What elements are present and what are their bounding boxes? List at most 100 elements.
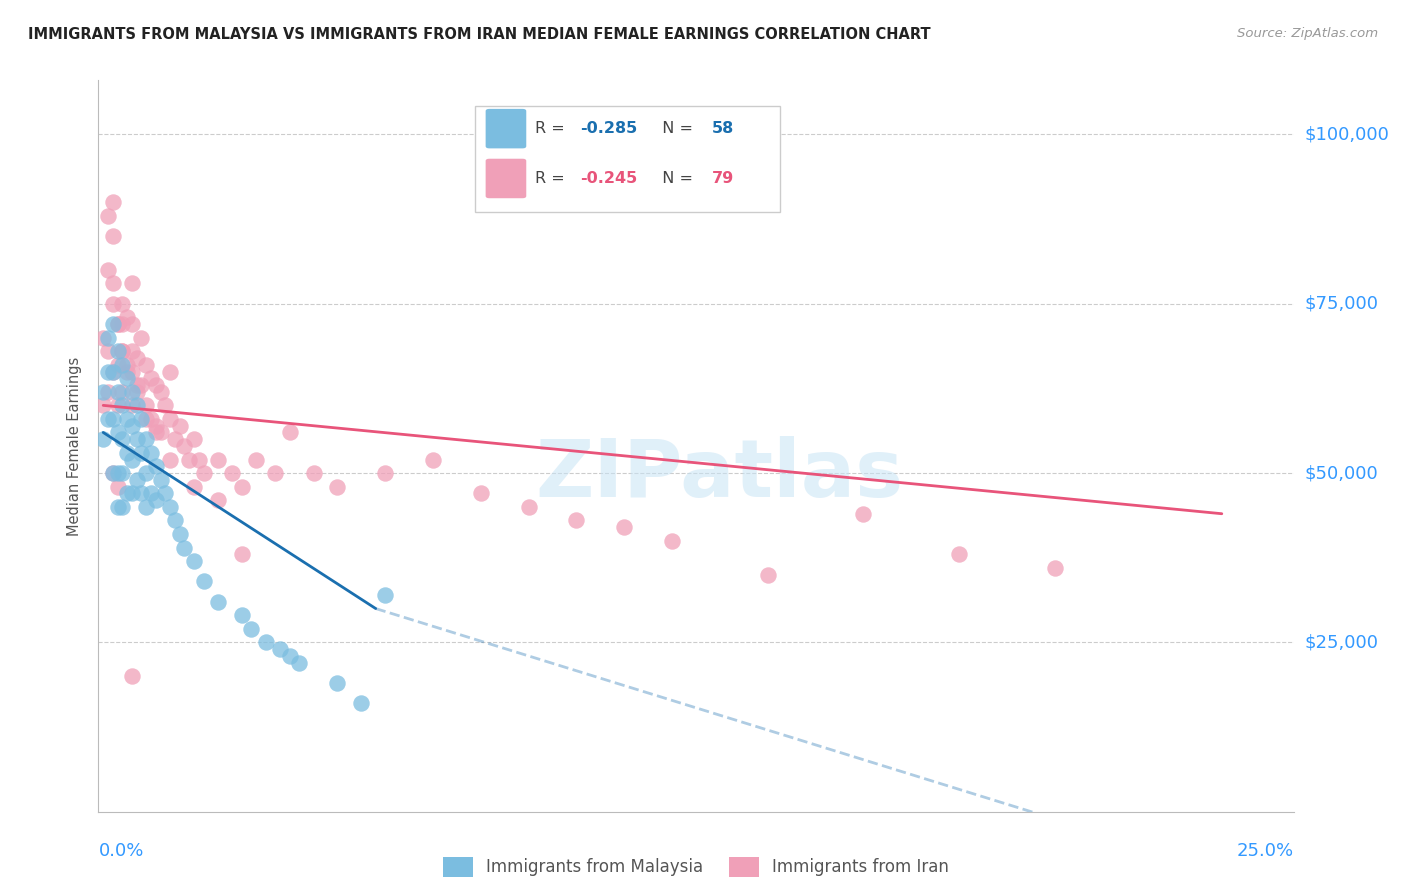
Point (97, 364, 120, 378)
Point (139, 446, 162, 460)
Text: R =: R = (534, 121, 569, 136)
Point (121, 317, 143, 331)
Point (111, 358, 134, 372)
Point (264, 466, 287, 480)
Text: N =: N = (652, 121, 697, 136)
Point (115, 364, 138, 378)
FancyBboxPatch shape (485, 109, 526, 148)
Point (240, 622, 263, 636)
Point (470, 486, 492, 500)
Point (125, 398, 148, 412)
Legend: Immigrants from Malaysia, Immigrants from Iran: Immigrants from Malaysia, Immigrants fro… (443, 857, 949, 877)
Point (231, 480, 253, 494)
Point (169, 527, 191, 541)
Point (121, 344, 143, 359)
Point (159, 500, 181, 514)
Point (254, 635, 277, 649)
Point (115, 310, 138, 325)
Point (101, 364, 124, 378)
Point (948, 547, 970, 561)
Point (97, 384, 120, 399)
Point (91, 331, 114, 345)
Point (231, 547, 253, 561)
Point (121, 384, 143, 399)
Point (193, 466, 215, 480)
Point (145, 418, 167, 433)
Point (135, 412, 157, 426)
Point (183, 432, 205, 446)
Point (121, 418, 143, 433)
Point (107, 480, 129, 494)
Text: ZIPatlas: ZIPatlas (536, 436, 904, 515)
Text: IMMIGRANTS FROM MALAYSIA VS IMMIGRANTS FROM IRAN MEDIAN FEMALE EARNINGS CORRELAT: IMMIGRANTS FROM MALAYSIA VS IMMIGRANTS F… (28, 27, 931, 42)
Point (107, 466, 129, 480)
Point (149, 473, 172, 487)
Text: -0.285: -0.285 (581, 121, 637, 136)
FancyBboxPatch shape (475, 106, 779, 212)
Point (97, 263, 120, 277)
Point (111, 344, 134, 359)
Text: 58: 58 (711, 121, 734, 136)
Y-axis label: Median Female Earnings: Median Female Earnings (67, 357, 83, 535)
Text: 25.0%: 25.0% (1236, 842, 1294, 860)
Point (350, 697, 373, 711)
Point (101, 364, 124, 378)
Point (756, 567, 779, 582)
Point (101, 297, 124, 311)
Point (1043, 561, 1066, 575)
Point (159, 412, 181, 426)
Point (107, 384, 129, 399)
Point (107, 317, 129, 331)
Point (565, 514, 588, 528)
Point (173, 439, 195, 453)
Point (207, 595, 229, 609)
Point (169, 418, 191, 433)
Point (135, 500, 157, 514)
Point (159, 364, 181, 378)
Point (145, 378, 167, 392)
Point (278, 648, 301, 663)
Point (101, 195, 124, 210)
Point (183, 554, 205, 568)
Point (207, 493, 229, 508)
Point (91, 432, 114, 446)
Point (149, 425, 172, 440)
Point (111, 398, 134, 412)
Text: $50,000: $50,000 (1305, 464, 1378, 482)
Point (207, 452, 229, 467)
FancyBboxPatch shape (485, 159, 526, 198)
Point (115, 358, 138, 372)
Point (288, 656, 311, 670)
Text: R =: R = (534, 171, 569, 186)
Point (91, 398, 114, 412)
Point (125, 351, 148, 365)
Point (221, 466, 243, 480)
Point (173, 541, 195, 555)
Point (661, 533, 683, 548)
Point (121, 398, 143, 412)
Point (135, 466, 157, 480)
Point (131, 486, 153, 500)
Point (269, 642, 291, 657)
Point (163, 514, 186, 528)
Point (111, 500, 134, 514)
Point (121, 364, 143, 378)
Point (111, 344, 134, 359)
Point (115, 486, 138, 500)
Point (121, 486, 143, 500)
Point (107, 425, 129, 440)
Point (91, 384, 114, 399)
Point (163, 432, 186, 446)
Point (125, 378, 148, 392)
Point (107, 500, 129, 514)
Point (231, 608, 253, 623)
Point (101, 317, 124, 331)
Point (187, 452, 209, 467)
Point (155, 486, 177, 500)
Point (121, 669, 143, 683)
Point (107, 398, 129, 412)
Point (145, 493, 167, 508)
Point (101, 277, 124, 291)
Point (97, 412, 120, 426)
Point (111, 317, 134, 331)
